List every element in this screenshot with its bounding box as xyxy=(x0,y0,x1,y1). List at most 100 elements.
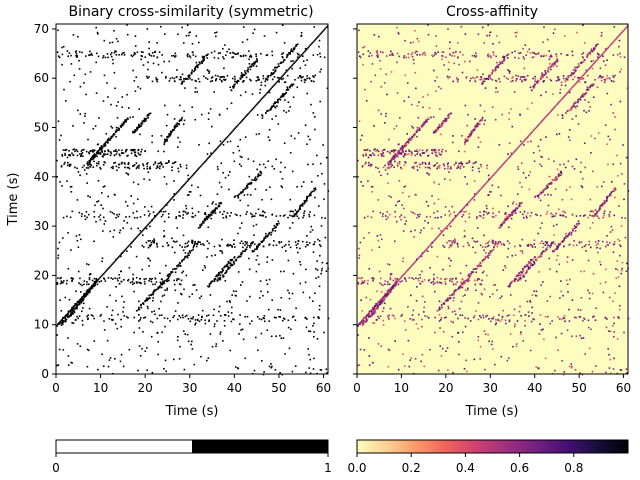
left-heatmap-cell xyxy=(118,274,120,276)
left-heatmap-cell xyxy=(300,77,303,79)
right-heatmap-cell xyxy=(577,98,579,101)
right-heatmap-cell xyxy=(474,162,476,164)
right-heatmap-cell xyxy=(547,315,549,318)
left-heatmap-cell xyxy=(320,369,323,371)
right-heatmap-cell xyxy=(467,273,470,276)
left-heatmap-cell xyxy=(179,104,181,107)
right-heatmap-cell xyxy=(589,210,592,213)
right-heatmap-cell xyxy=(566,110,568,112)
left-heatmap-cell xyxy=(211,202,214,205)
left-heatmap-cell xyxy=(81,295,84,298)
right-heatmap-cell xyxy=(416,105,419,107)
left-heatmap-cell xyxy=(101,149,103,152)
left-heatmap-cell xyxy=(88,160,91,162)
left-heatmap-cell xyxy=(59,282,62,285)
left-heatmap-cell xyxy=(303,51,305,54)
right-heatmap-cell xyxy=(552,65,555,67)
right-heatmap-cell xyxy=(373,148,375,151)
left-heatmap-cell xyxy=(320,68,322,71)
right-heatmap-cell xyxy=(415,131,418,133)
left-heatmap-cell xyxy=(180,78,182,81)
right-heatmap-cell xyxy=(379,51,382,53)
left-heatmap-cell xyxy=(156,56,159,59)
right-heatmap-cell xyxy=(585,70,588,73)
left-heatmap-cell xyxy=(151,311,153,313)
right-heatmap-cell xyxy=(400,315,403,317)
right-heatmap-cell xyxy=(365,154,367,156)
left-heatmap-cell xyxy=(319,369,322,371)
left-heatmap-cell xyxy=(158,285,160,288)
right-heatmap-cell xyxy=(619,52,621,55)
right-heatmap-cell xyxy=(514,209,517,212)
right-heatmap-cell xyxy=(475,193,477,196)
left-heatmap-cell xyxy=(262,317,265,319)
left-heatmap-cell xyxy=(279,171,282,173)
right-heatmap-cell xyxy=(534,80,536,83)
left-heatmap-cell xyxy=(214,207,217,209)
right-heatmap-cell xyxy=(453,292,456,294)
left-heatmap-cell xyxy=(288,292,290,294)
left-heatmap-cell xyxy=(119,360,122,363)
left-heatmap-cell xyxy=(189,176,192,179)
left-heatmap-cell xyxy=(102,207,104,210)
left-heatmap-cell xyxy=(90,156,93,159)
left-heatmap-cell xyxy=(172,240,175,242)
right-heatmap-cell xyxy=(524,272,527,275)
left-heatmap-cell xyxy=(160,163,163,165)
left-heatmap-cell xyxy=(162,245,164,248)
right-heatmap-cell xyxy=(411,166,414,169)
left-heatmap-cell xyxy=(64,161,66,164)
right-heatmap-cell xyxy=(552,108,554,110)
right-heatmap-cell xyxy=(477,278,479,280)
left-heatmap-cell xyxy=(107,365,110,368)
right-heatmap-cell xyxy=(594,47,596,49)
left-heatmap-cell xyxy=(196,64,199,67)
left-heatmap-cell xyxy=(208,72,210,74)
left-heatmap-cell xyxy=(74,303,76,305)
right-heatmap-cell xyxy=(570,231,573,234)
right-heatmap-cell xyxy=(456,288,459,291)
right-heatmap-cell xyxy=(504,217,507,220)
left-heatmap-cell xyxy=(249,68,252,71)
left-heatmap-cell xyxy=(158,314,161,317)
left-heatmap-cell xyxy=(213,211,216,213)
left-heatmap-cell xyxy=(288,347,291,350)
left-heatmap-cell xyxy=(79,153,81,155)
left-heatmap-cell xyxy=(226,135,229,138)
left-heatmap-cell xyxy=(188,191,191,193)
right-heatmap-cell xyxy=(488,74,490,77)
right-heatmap-cell xyxy=(459,286,462,289)
right-heatmap-cell xyxy=(497,65,499,68)
right-heatmap-cell xyxy=(515,207,517,209)
right-heatmap-cell xyxy=(363,280,366,282)
right-heatmap-cell xyxy=(470,131,473,134)
right-heatmap-cell xyxy=(382,51,384,54)
left-heatmap-cell xyxy=(273,227,276,229)
left-heatmap-cell xyxy=(278,81,280,83)
left-heatmap-cell xyxy=(229,349,232,352)
right-heatmap-cell xyxy=(449,277,452,280)
left-heatmap-cell xyxy=(264,237,267,239)
right-heatmap-cell xyxy=(488,76,490,79)
right-heatmap-cell xyxy=(444,283,447,285)
left-heatmap-cell xyxy=(140,306,143,309)
right-heatmap-cell xyxy=(382,152,385,154)
left-heatmap-cell xyxy=(79,283,82,286)
right-heatmap-cell xyxy=(569,231,571,234)
left-heatmap-cell xyxy=(247,71,249,73)
left-heatmap-cell xyxy=(288,110,290,112)
right-heatmap-cell xyxy=(564,320,566,323)
right-heatmap-cell xyxy=(606,200,608,202)
right-heatmap-cell xyxy=(392,158,394,161)
left-heatmap-cell xyxy=(209,215,211,217)
left-heatmap-cell xyxy=(151,80,154,83)
left-heatmap-cell xyxy=(184,182,186,185)
left-heatmap-cell xyxy=(191,51,194,53)
left-heatmap-cell xyxy=(248,257,250,260)
left-heatmap-cell xyxy=(116,151,118,153)
left-heatmap-cell xyxy=(207,112,210,114)
left-heatmap-cell xyxy=(120,255,122,258)
left-heatmap-cell xyxy=(233,83,236,86)
right-heatmap-cell xyxy=(477,167,480,170)
right-heatmap-cell xyxy=(565,78,567,81)
